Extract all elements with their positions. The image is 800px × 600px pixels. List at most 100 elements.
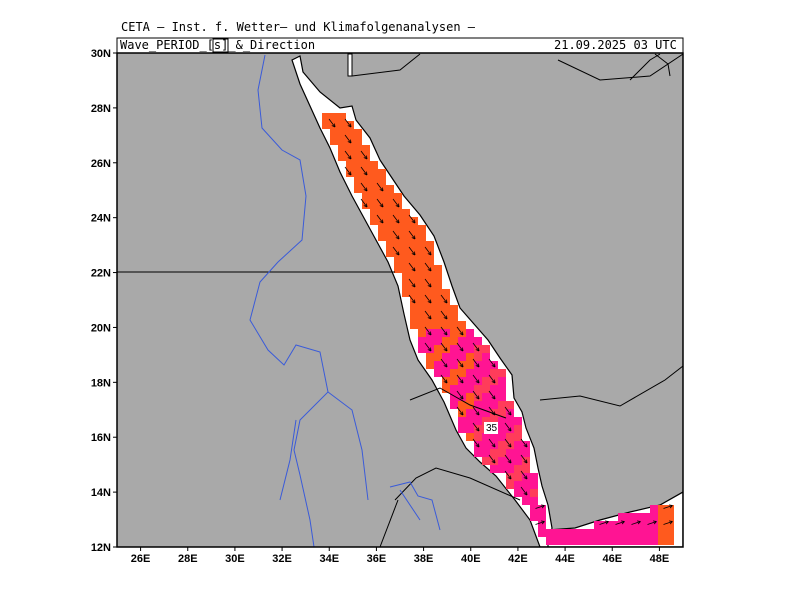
field-cell [578, 529, 586, 537]
field-cell [402, 241, 410, 249]
field-cell [474, 369, 482, 377]
lat-tick-label: 16N [91, 432, 111, 444]
field-cell [346, 161, 354, 169]
field-cell [434, 281, 442, 289]
direction-arrow [424, 326, 432, 336]
field-cell [410, 225, 418, 233]
direction-arrow [360, 182, 368, 192]
field-cell [522, 449, 530, 457]
lat-tick-label: 28N [91, 103, 111, 115]
lon-tick-label: 26E [131, 553, 151, 565]
lat-tick-label: 20N [91, 322, 111, 334]
field-cell [354, 177, 362, 185]
lon-tick-label: 40E [461, 553, 481, 565]
direction-arrow [615, 520, 625, 525]
gulf-of-aqaba [347, 53, 353, 77]
field-cell [450, 369, 458, 377]
field-cell [514, 417, 522, 425]
field-cell [530, 505, 538, 513]
field-cell [394, 225, 402, 233]
direction-arrow [520, 470, 528, 480]
direction-arrow [535, 504, 545, 509]
field-cell [402, 265, 410, 273]
field-cell [338, 153, 346, 161]
field-cell [514, 449, 522, 457]
field-cell [586, 529, 594, 537]
field-cell [658, 513, 666, 521]
field-cell [554, 537, 562, 545]
direction-arrow [504, 470, 512, 480]
direction-arrow [344, 166, 352, 176]
field-cell [410, 321, 418, 329]
field-cell [666, 505, 674, 513]
direction-arrow [408, 294, 416, 304]
field-cell [458, 337, 466, 345]
field-cell [418, 345, 426, 353]
field-cell [450, 345, 458, 353]
field-cell [426, 353, 434, 361]
lon-tick-label: 46E [602, 553, 622, 565]
lon-tick-label: 28E [178, 553, 198, 565]
direction-arrow [456, 342, 464, 352]
direction-arrow [472, 390, 480, 400]
field-cell [322, 113, 330, 121]
field-cell [498, 433, 506, 441]
field-cell [482, 433, 490, 441]
field-cell [418, 305, 426, 313]
field-cell [410, 289, 418, 297]
field-cell [450, 329, 458, 337]
field-cell [650, 513, 658, 521]
field-cell [362, 161, 370, 169]
field-cell [466, 393, 474, 401]
direction-arrow [408, 246, 416, 256]
field-cell [466, 417, 474, 425]
field-cell [434, 297, 442, 305]
field-cell [346, 129, 354, 137]
direction-arrow [456, 390, 464, 400]
field-cell [450, 321, 458, 329]
field-cell [450, 353, 458, 361]
field-cell [402, 217, 410, 225]
field-cell [418, 265, 426, 273]
field-cell [466, 329, 474, 337]
field-cell [442, 353, 450, 361]
field-cell [386, 185, 394, 193]
field-cell [370, 185, 378, 193]
field-cell [386, 201, 394, 209]
period-annotation: 35 [486, 423, 498, 434]
field-cell [378, 169, 386, 177]
field-cell [610, 529, 618, 537]
field-cell [418, 241, 426, 249]
lat-tick-label: 18N [91, 377, 111, 389]
field-cell [474, 337, 482, 345]
field-cell [626, 513, 634, 521]
field-cell [570, 537, 578, 545]
direction-arrow [408, 262, 416, 272]
field-cell [458, 369, 466, 377]
field-cell [474, 353, 482, 361]
field-cell [610, 521, 618, 529]
direction-arrow [440, 326, 448, 336]
lat-tick-label: 12N [91, 542, 111, 554]
field-cell [474, 417, 482, 425]
direction-arrow [424, 278, 432, 288]
field-cell [498, 417, 506, 425]
field-cell [466, 345, 474, 353]
field-cell [370, 209, 378, 217]
field-cell [458, 425, 466, 433]
direction-arrow [360, 166, 368, 176]
field-cell [362, 177, 370, 185]
field-cell [482, 393, 490, 401]
field-cell [538, 521, 546, 529]
field-cell [498, 441, 506, 449]
field-cell [506, 481, 514, 489]
field-cell [354, 153, 362, 161]
field-cell [490, 465, 498, 473]
direction-arrow [472, 374, 480, 384]
field-cell [450, 305, 458, 313]
lat-ticks: 30N 28N 26N 24N 22N 20N 18N 16N 14N 12N [91, 48, 117, 554]
field-cell [602, 529, 610, 537]
field-cell [594, 521, 602, 529]
field-cell [498, 425, 506, 433]
field-cell [354, 161, 362, 169]
